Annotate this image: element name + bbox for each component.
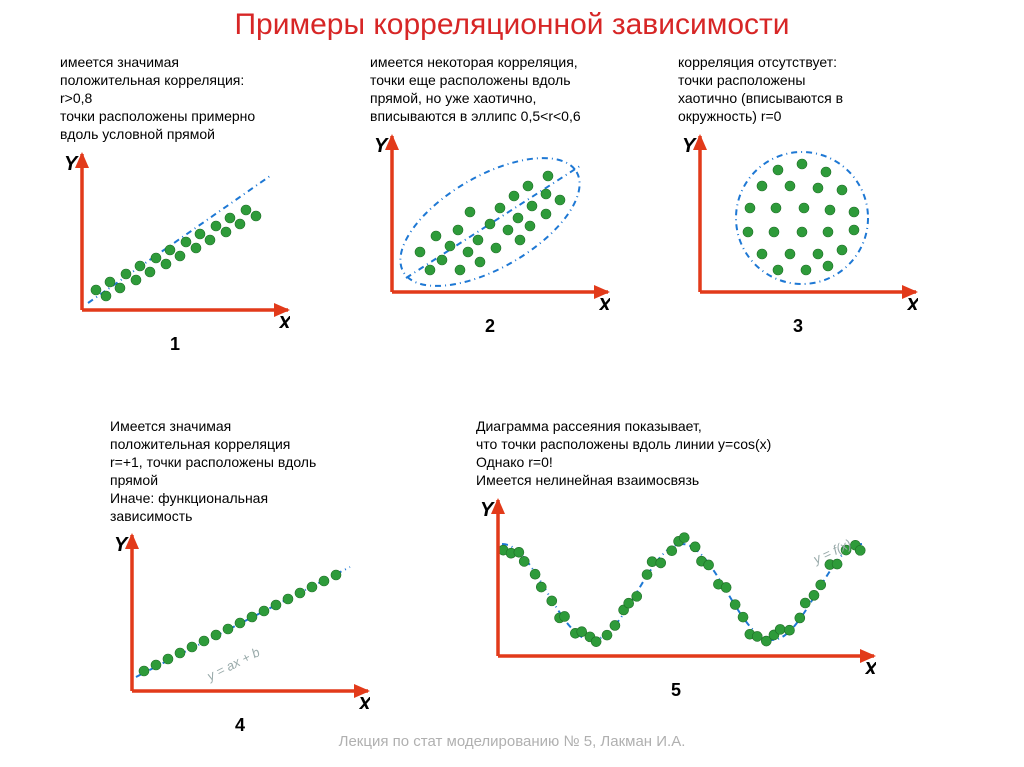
svg-text:Y: Y [682, 135, 697, 157]
panel-5: Диаграмма рассеяния показывает, что точк… [476, 418, 896, 701]
scatter-plot: YXy = f(x) [476, 494, 876, 674]
panel-number: 2 [370, 316, 610, 337]
panel-caption: имеется некоторая корреляция, точки еще … [370, 54, 670, 126]
panel-number: 3 [678, 316, 918, 337]
svg-text:y = ax + b: y = ax + b [204, 645, 263, 685]
scatter-plot: Y Xy = ax + b [110, 529, 370, 709]
panel-3: корреляция отсутствует: точки расположен… [678, 54, 978, 337]
svg-text:Y: Y [374, 135, 389, 157]
scatter-plot: YX [678, 130, 918, 310]
panel-caption: Диаграмма рассеяния показывает, что точк… [476, 418, 896, 490]
panel-caption: имеется значимая положительная корреляци… [60, 54, 360, 144]
panel-caption: корреляция отсутствует: точки расположен… [678, 54, 978, 126]
svg-text:X: X [357, 694, 370, 709]
svg-text:Y: Y [114, 534, 129, 556]
panel-number: 1 [60, 334, 290, 355]
svg-text:X: X [277, 313, 290, 328]
svg-text:Y: Y [64, 153, 79, 175]
svg-text:X: X [597, 295, 610, 310]
svg-text:X: X [905, 295, 918, 310]
panel-caption: Имеется значимая положительная корреляци… [110, 418, 430, 525]
page-title: Примеры корреляционной зависимости [0, 0, 1024, 42]
panel-1: имеется значимая положительная корреляци… [60, 54, 360, 355]
svg-text:X: X [863, 659, 876, 674]
panel-number: 5 [476, 680, 876, 701]
svg-text:Y: Y [480, 499, 495, 521]
panel-4: Имеется значимая положительная корреляци… [110, 418, 430, 736]
footer-text: Лекция по стат моделированию № 5, Лакман… [0, 732, 1024, 752]
panel-2: имеется некоторая корреляция, точки еще … [370, 54, 670, 337]
scatter-plot: YX [370, 130, 610, 310]
scatter-plot: YX [60, 148, 290, 328]
